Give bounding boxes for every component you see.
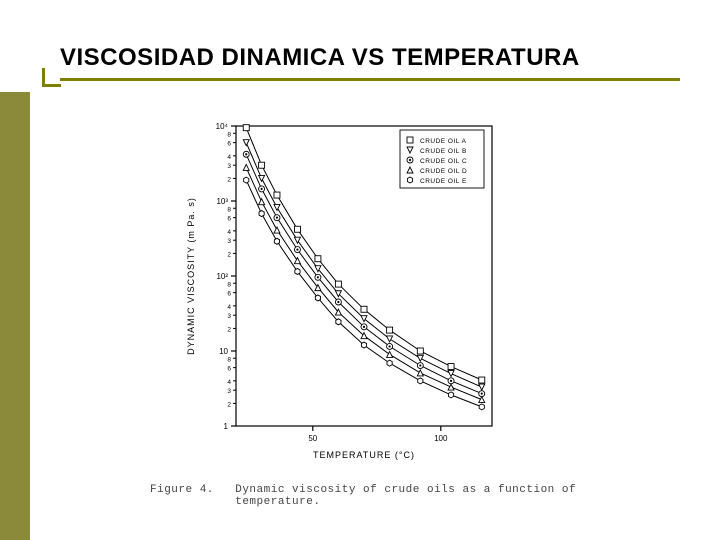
title-block: VISCOSIDAD DINAMICA VS TEMPERATURA bbox=[60, 44, 690, 81]
svg-text:10³: 10³ bbox=[216, 197, 228, 206]
slide-title: VISCOSIDAD DINAMICA VS TEMPERATURA bbox=[60, 44, 690, 72]
svg-text:2: 2 bbox=[227, 401, 231, 408]
svg-text:2: 2 bbox=[227, 326, 231, 333]
caption-fignum: Figure 4. bbox=[150, 484, 214, 496]
svg-text:6: 6 bbox=[227, 291, 231, 298]
svg-text:3: 3 bbox=[227, 313, 231, 320]
svg-text:6: 6 bbox=[227, 216, 231, 223]
svg-text:CRUDE OIL D: CRUDE OIL D bbox=[420, 168, 467, 175]
svg-text:8: 8 bbox=[227, 131, 231, 138]
title-corner bbox=[42, 68, 61, 87]
svg-text:TEMPERATURE (°C): TEMPERATURE (°C) bbox=[313, 450, 415, 460]
svg-text:10⁴: 10⁴ bbox=[216, 122, 229, 131]
figure-caption: Figure 4. Dynamic viscosity of crude oil… bbox=[150, 484, 576, 508]
svg-text:6: 6 bbox=[227, 141, 231, 148]
title-underline bbox=[60, 78, 680, 81]
chart-svg: 123468102346810²2346810³2346810⁴50100TEM… bbox=[180, 116, 560, 476]
svg-text:4: 4 bbox=[227, 304, 231, 311]
svg-text:3: 3 bbox=[227, 238, 231, 245]
svg-text:4: 4 bbox=[227, 229, 231, 236]
svg-text:CRUDE OIL A: CRUDE OIL A bbox=[420, 138, 467, 145]
svg-text:2: 2 bbox=[227, 251, 231, 258]
svg-text:4: 4 bbox=[227, 154, 231, 161]
caption-text2: temperature. bbox=[235, 496, 320, 508]
caption-text: Dynamic viscosity of crude oils as a fun… bbox=[235, 484, 576, 496]
svg-text:8: 8 bbox=[227, 281, 231, 288]
viscosity-chart: 123468102346810²2346810³2346810⁴50100TEM… bbox=[180, 116, 560, 476]
svg-text:8: 8 bbox=[227, 356, 231, 363]
svg-text:1: 1 bbox=[224, 422, 229, 431]
svg-text:CRUDE OIL B: CRUDE OIL B bbox=[420, 148, 467, 155]
svg-text:6: 6 bbox=[227, 366, 231, 373]
svg-text:CRUDE OIL E: CRUDE OIL E bbox=[420, 178, 467, 185]
svg-text:10: 10 bbox=[219, 347, 228, 356]
svg-text:3: 3 bbox=[227, 388, 231, 395]
svg-text:DYNAMIC VISCOSITY (m Pa. s): DYNAMIC VISCOSITY (m Pa. s) bbox=[186, 197, 196, 355]
svg-text:10²: 10² bbox=[216, 272, 228, 281]
svg-text:8: 8 bbox=[227, 206, 231, 213]
svg-text:3: 3 bbox=[227, 163, 231, 170]
svg-text:50: 50 bbox=[308, 434, 317, 443]
svg-text:CRUDE OIL C: CRUDE OIL C bbox=[420, 158, 467, 165]
svg-text:100: 100 bbox=[434, 434, 448, 443]
svg-text:4: 4 bbox=[227, 379, 231, 386]
slide-sidebar bbox=[0, 92, 30, 540]
svg-text:2: 2 bbox=[227, 176, 231, 183]
